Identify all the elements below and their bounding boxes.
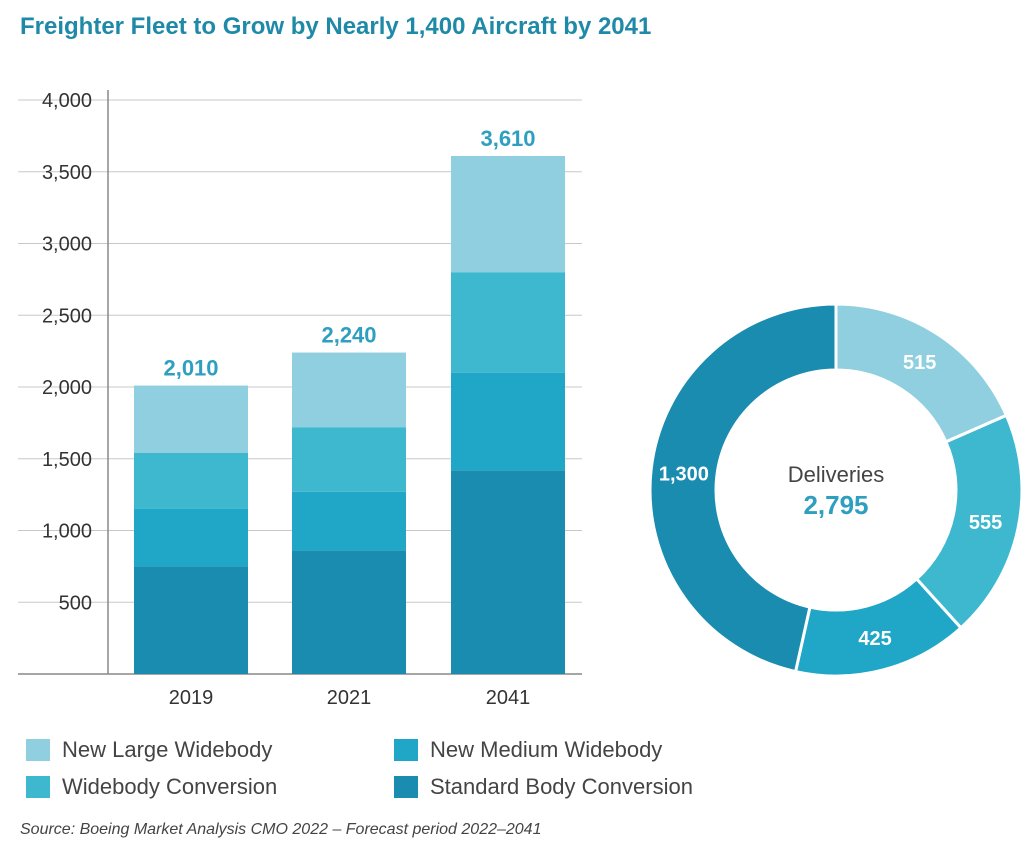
y-tick-label: 2,000 bbox=[42, 377, 92, 399]
x-tick-label: 2021 bbox=[327, 687, 372, 709]
donut-slice-label: 1,300 bbox=[659, 463, 709, 485]
bar-stacks bbox=[134, 155, 565, 674]
donut-center-value: 2,795 bbox=[803, 490, 868, 520]
x-tick-label: 2041 bbox=[486, 687, 531, 709]
donut-chart: 515 555 425 1,300 Deliveries 2,795 bbox=[648, 302, 1024, 678]
donut-center-label: Deliveries bbox=[788, 462, 885, 487]
bar-total-label: 3,610 bbox=[480, 126, 535, 151]
source-note: Source: Boeing Market Analysis CMO 2022 … bbox=[20, 821, 542, 838]
bar-segment bbox=[134, 453, 248, 509]
legend-item: New Large Widebody bbox=[26, 737, 272, 763]
legend-swatch bbox=[26, 776, 50, 798]
bar-segment bbox=[134, 508, 248, 567]
y-tick-label: 1,000 bbox=[42, 521, 92, 543]
bar-segment bbox=[134, 566, 248, 674]
bar-segment bbox=[292, 550, 406, 674]
legend-label: Standard Body Conversion bbox=[430, 774, 693, 799]
donut-slice bbox=[648, 302, 838, 674]
y-tick-label: 3,000 bbox=[42, 234, 92, 256]
legend-label: New Medium Widebody bbox=[430, 737, 663, 762]
legend-item: Standard Body Conversion bbox=[394, 774, 693, 800]
y-tick-label: 1,500 bbox=[42, 449, 92, 471]
legend-swatch bbox=[26, 739, 50, 761]
legend-swatch bbox=[394, 776, 418, 798]
chart-title: Freighter Fleet to Grow by Nearly 1,400 … bbox=[20, 13, 652, 40]
bar-segment bbox=[292, 427, 406, 492]
y-tick-label: 500 bbox=[59, 592, 92, 614]
donut-slice-label: 425 bbox=[858, 628, 891, 650]
legend-swatch bbox=[394, 739, 418, 761]
bar-totals: 2,010 2,240 3,610 bbox=[163, 126, 535, 381]
bar-segment bbox=[451, 372, 565, 471]
bar-segment bbox=[451, 470, 565, 674]
bar-total-label: 2,240 bbox=[321, 323, 376, 348]
chart-canvas: 500 1,000 1,500 2,000 2,500 3,000 3,500 4,000 2… bbox=[18, 90, 1024, 709]
donut-slice-label: 555 bbox=[969, 512, 1002, 534]
y-tick-label: 3,500 bbox=[42, 162, 92, 184]
bar-segment bbox=[451, 272, 565, 373]
y-axis-ticks: 500 1,000 1,500 2,000 2,500 3,000 3,500 4,000 bbox=[42, 90, 92, 614]
bar-segment bbox=[292, 491, 406, 551]
legend-item: New Medium Widebody bbox=[394, 737, 662, 763]
x-tick-label: 2019 bbox=[169, 687, 214, 709]
y-tick-label: 2,500 bbox=[42, 305, 92, 327]
legend-item: Widebody Conversion bbox=[26, 774, 277, 800]
x-axis-labels: 2019 2021 2041 bbox=[169, 687, 531, 709]
bar-segment bbox=[451, 155, 565, 273]
bar-total-label: 2,010 bbox=[163, 356, 218, 381]
y-tick-label: 4,000 bbox=[42, 90, 92, 112]
donut-slice-label: 515 bbox=[903, 352, 936, 374]
legend-label: New Large Widebody bbox=[62, 737, 273, 762]
bar-segment bbox=[292, 352, 406, 428]
bar-segment bbox=[134, 385, 248, 454]
legend-label: Widebody Conversion bbox=[62, 774, 278, 799]
